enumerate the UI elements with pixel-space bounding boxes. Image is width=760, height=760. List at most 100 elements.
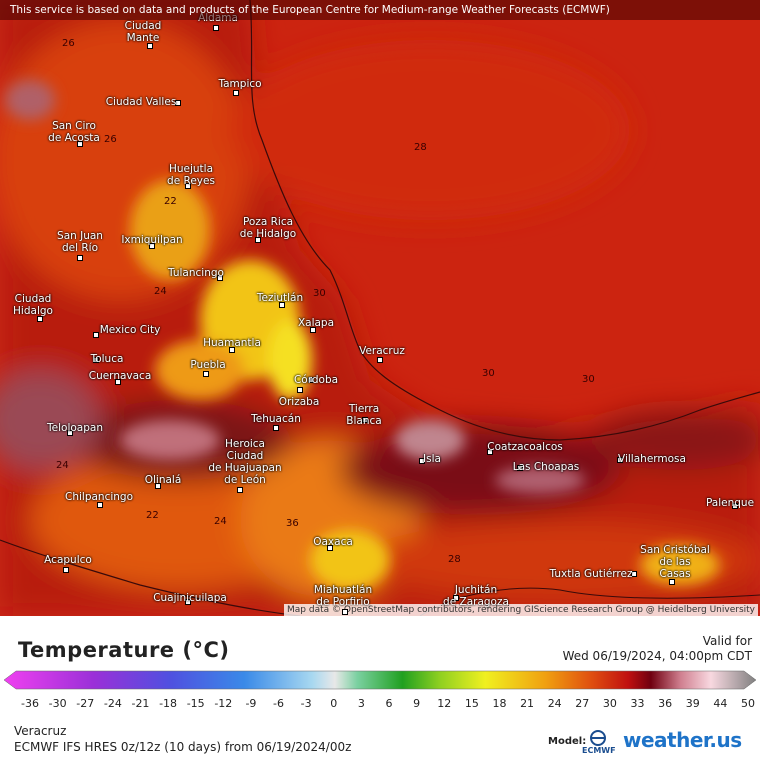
city-marker bbox=[155, 483, 161, 489]
map-shading bbox=[0, 0, 760, 616]
city-label: Oaxaca bbox=[313, 536, 353, 548]
city-marker bbox=[237, 487, 243, 493]
city-label: Ciudad Hidalgo bbox=[13, 293, 53, 317]
color-bar-tick-label: 18 bbox=[492, 697, 507, 710]
contour-label: 36 bbox=[286, 518, 299, 529]
city-marker bbox=[229, 347, 235, 353]
city-marker bbox=[217, 275, 223, 281]
city-marker bbox=[185, 599, 191, 605]
city-marker bbox=[342, 609, 348, 615]
city-marker bbox=[732, 503, 738, 509]
legend-title: Temperature (°C) bbox=[18, 638, 230, 662]
city-label: Tehuacán bbox=[251, 413, 301, 425]
city-label: Coatzacoalcos bbox=[487, 441, 563, 453]
contour-label: 22 bbox=[164, 196, 177, 207]
city-label: Córdoba bbox=[293, 374, 339, 386]
city-marker bbox=[255, 237, 261, 243]
city-marker bbox=[669, 579, 675, 585]
city-label: Tierra Blanca bbox=[346, 403, 382, 427]
city-label: Chilpancingo bbox=[64, 491, 134, 503]
city-marker bbox=[147, 43, 153, 49]
color-bar-tick-label: 0 bbox=[330, 697, 338, 710]
city-marker bbox=[617, 457, 623, 463]
city-label: Palenque bbox=[705, 497, 755, 509]
city-marker bbox=[453, 595, 459, 601]
city-label: Veracruz bbox=[359, 345, 405, 357]
city-label: Las Choapas bbox=[512, 461, 580, 473]
city-label: Juchitán de Zaragoza bbox=[443, 584, 509, 608]
map[interactable]: Map data © OpenStreetMap contributors, r… bbox=[0, 0, 760, 616]
city-label: Huamantla bbox=[203, 337, 261, 349]
city-marker bbox=[308, 377, 314, 383]
city-marker bbox=[77, 141, 83, 147]
contour-label: 22 bbox=[146, 510, 159, 521]
city-marker bbox=[213, 25, 219, 31]
city-label: Villahermosa bbox=[618, 453, 686, 465]
color-bar-tick-label: 3 bbox=[357, 697, 365, 710]
city-label: Acapulco bbox=[44, 554, 92, 566]
city-marker bbox=[175, 100, 181, 106]
color-bar-tick-label: -24 bbox=[103, 697, 122, 710]
city-label: Huejutla de Reyes bbox=[167, 163, 215, 187]
color-bar-tick-label: -30 bbox=[48, 697, 67, 710]
city-marker bbox=[310, 327, 316, 333]
color-bar-tick-label: -3 bbox=[300, 697, 312, 710]
attribution: Map data © OpenStreetMap contributors, r… bbox=[284, 604, 758, 616]
valid-label: Valid for bbox=[702, 634, 752, 648]
city-label: Heroica Ciudad de Huajuapan de León bbox=[208, 438, 282, 486]
color-bar-tick-label: 9 bbox=[413, 697, 421, 710]
city-marker bbox=[362, 417, 368, 423]
city-label: Miahuatlán de Porfirio bbox=[313, 584, 373, 608]
city-marker bbox=[77, 255, 83, 261]
color-bar-tick-label: 15 bbox=[464, 697, 479, 710]
location: Veracruz bbox=[14, 724, 67, 738]
city-label: Teziutlán bbox=[256, 292, 304, 304]
contour-label: 30 bbox=[482, 368, 495, 379]
color-bar-tick-label: 12 bbox=[437, 697, 452, 710]
color-bar-tick-label: 24 bbox=[547, 697, 562, 710]
city-marker bbox=[279, 302, 285, 308]
color-bar-tick-label: -9 bbox=[245, 697, 257, 710]
city-label: Orizaba bbox=[278, 396, 320, 408]
city-label: Xalapa bbox=[297, 317, 335, 329]
model-run: ECMWF IFS HRES 0z/12z (10 days) from 06/… bbox=[14, 740, 352, 754]
city-marker bbox=[67, 430, 73, 436]
city-marker bbox=[419, 458, 425, 464]
ecmwf-logo bbox=[590, 730, 606, 746]
city-marker bbox=[517, 465, 523, 471]
color-bar-tick-label: 21 bbox=[520, 697, 535, 710]
city-marker bbox=[273, 425, 279, 431]
city-label: Mexico City bbox=[99, 324, 161, 336]
contour-label: 24 bbox=[154, 286, 167, 297]
city-marker bbox=[327, 545, 333, 551]
city-marker bbox=[203, 371, 209, 377]
city-marker bbox=[37, 316, 43, 322]
contour-label: 28 bbox=[448, 554, 461, 565]
color-bar-tick-label: 44 bbox=[713, 697, 728, 710]
color-bar-tick-label: -12 bbox=[214, 697, 233, 710]
color-bar-tick-label: -15 bbox=[186, 697, 205, 710]
city-marker bbox=[115, 379, 121, 385]
city-label: Tuxtla Gutiérrez bbox=[549, 568, 633, 580]
color-bar-tick-label: 30 bbox=[602, 697, 617, 710]
color-bar-tick-label: 50 bbox=[741, 697, 755, 710]
city-label: Cuajinicuilapa bbox=[153, 592, 227, 604]
color-bar bbox=[3, 670, 757, 690]
city-marker bbox=[233, 90, 239, 96]
city-label: Puebla bbox=[190, 359, 226, 371]
city-label: Cuernavaca bbox=[88, 370, 152, 382]
contour-label: 24 bbox=[214, 516, 227, 527]
city-label: San Ciro de Acosta bbox=[48, 120, 100, 144]
city-label: Teloloapan bbox=[47, 422, 103, 434]
ecmwf-text: ECMWF bbox=[582, 746, 616, 755]
city-label: San Juan del Río bbox=[57, 230, 103, 254]
city-marker bbox=[63, 567, 69, 573]
brand[interactable]: weather.us bbox=[623, 728, 742, 752]
contour-label: 28 bbox=[414, 142, 427, 153]
city-marker bbox=[377, 357, 383, 363]
city-marker bbox=[185, 183, 191, 189]
model-label: Model: bbox=[548, 736, 587, 747]
color-bar-tick-label: 6 bbox=[385, 697, 393, 710]
color-bar-tick-label: -6 bbox=[273, 697, 285, 710]
